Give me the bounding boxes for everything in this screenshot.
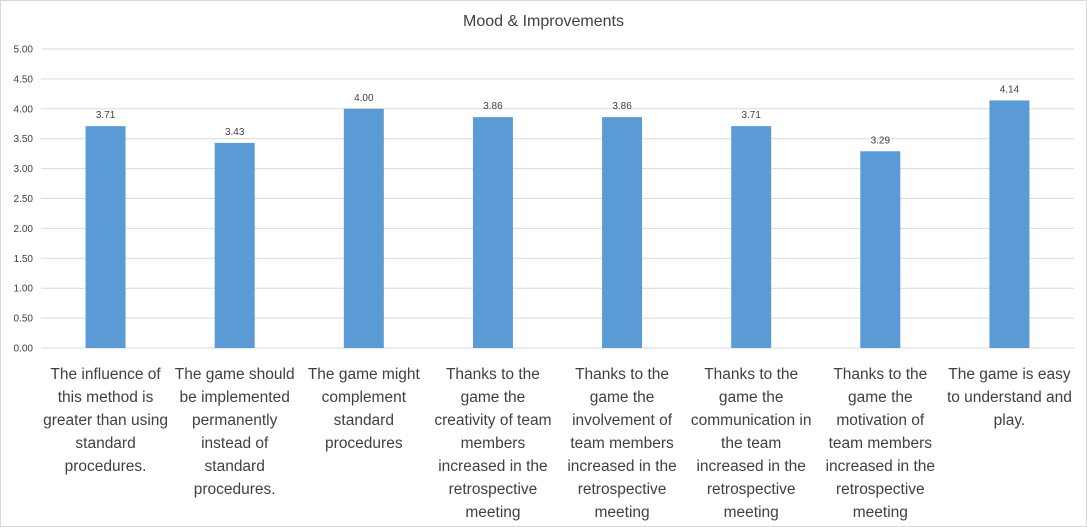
chart-title: Mood & Improvements xyxy=(463,13,624,30)
data-label: 4.00 xyxy=(354,93,374,104)
y-tick-label: 1.50 xyxy=(14,254,34,265)
data-label: 3.71 xyxy=(96,110,116,121)
x-category-label: Thanks to the game the involvement of te… xyxy=(567,366,677,521)
data-label: 3.86 xyxy=(612,101,632,112)
y-tick-label: 0.00 xyxy=(14,344,34,355)
x-category-label: The game is easy to understand and play. xyxy=(946,366,1072,429)
y-tick-label: 2.00 xyxy=(14,224,34,235)
y-tick-label: 3.00 xyxy=(14,164,34,175)
x-category-label: Thanks to the game the creativity of tea… xyxy=(434,366,552,521)
bar xyxy=(602,117,643,348)
bar xyxy=(731,126,772,348)
y-tick-label: 0.50 xyxy=(14,314,34,325)
x-category-label: Thanks to the game the communication in … xyxy=(690,366,812,521)
y-tick-label: 4.50 xyxy=(14,74,34,85)
data-label: 3.86 xyxy=(483,101,503,112)
y-tick-label: 5.00 xyxy=(14,45,34,56)
bar xyxy=(85,126,126,348)
x-category-label: The game should be implemented permanent… xyxy=(174,366,295,498)
bar xyxy=(343,108,384,348)
data-label: 3.71 xyxy=(741,110,761,121)
data-label: 4.14 xyxy=(1000,84,1020,95)
x-category-label: The game might complement standard proce… xyxy=(307,366,420,452)
bar xyxy=(860,151,901,348)
data-label: 3.29 xyxy=(871,135,891,146)
y-tick-label: 1.00 xyxy=(14,284,34,295)
y-tick-label: 3.50 xyxy=(14,134,34,145)
y-tick-label: 2.50 xyxy=(14,194,34,205)
bar xyxy=(989,100,1030,348)
bar xyxy=(214,142,255,348)
data-label: 3.43 xyxy=(225,127,245,138)
x-category-label: The influence of this method is greater … xyxy=(43,366,169,475)
x-category-label: Thanks to the game the motivation of tea… xyxy=(825,366,936,521)
bar xyxy=(472,117,513,348)
y-tick-label: 4.00 xyxy=(14,104,34,115)
